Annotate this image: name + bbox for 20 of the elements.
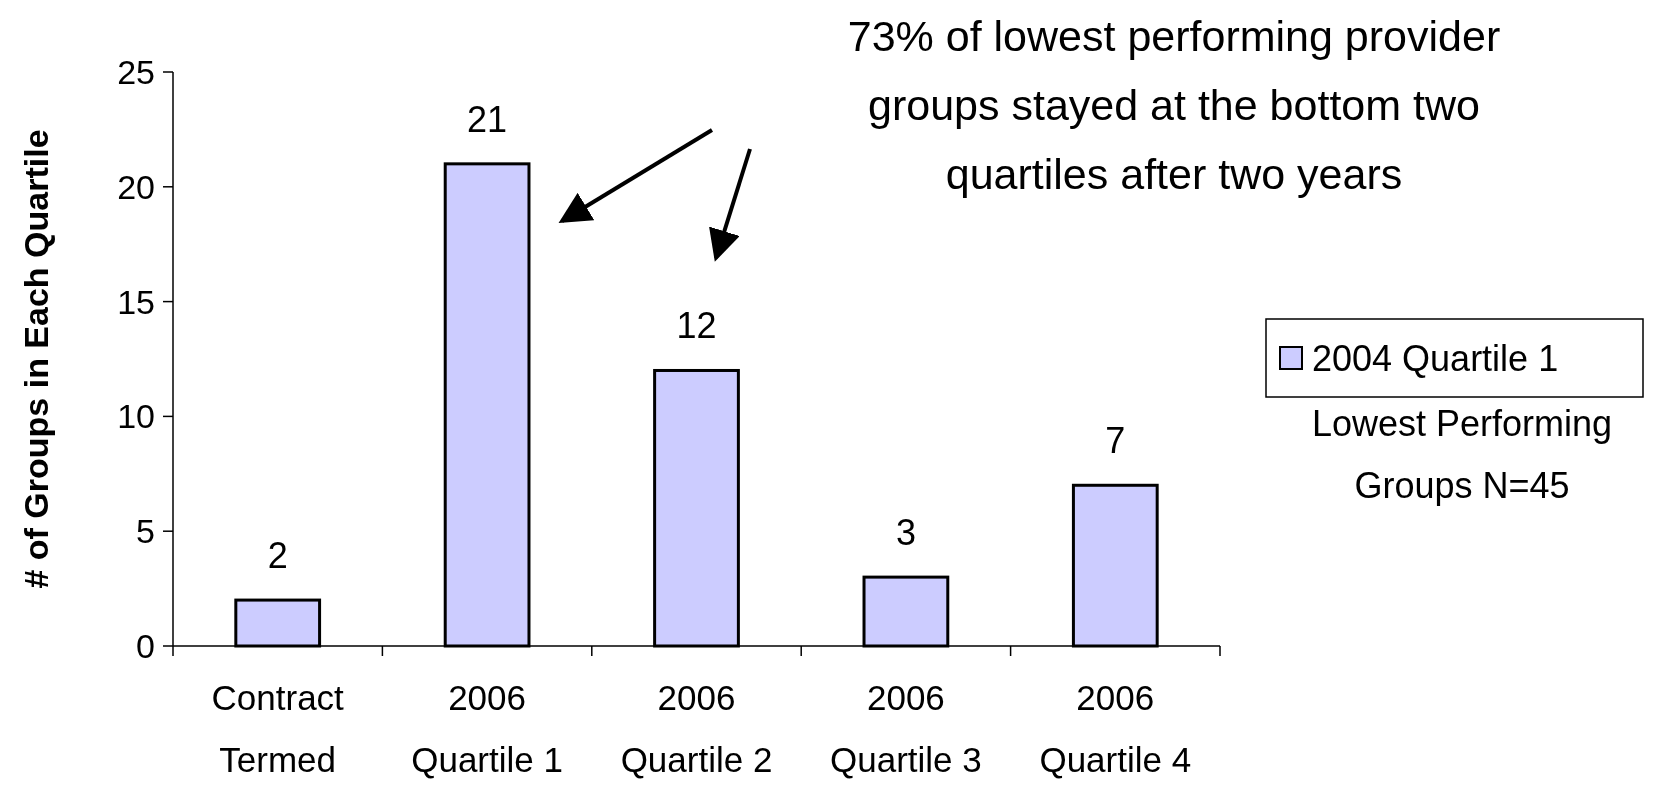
annotation: 73% of lowest performing provider groups stayed at the bottom two quartiles after two years <box>847 12 1501 198</box>
y-axis-title: # of Groups in Each Quartile <box>17 129 55 589</box>
data-label: 2 <box>267 535 288 577</box>
y-tick-label: 5 <box>136 512 155 551</box>
x-tick-label: 2006 Quartile 4 <box>1039 678 1192 779</box>
data-label: 7 <box>1105 420 1126 462</box>
y-tick-label: 0 <box>136 626 155 665</box>
x-tick-label: Contract Termed <box>211 678 345 779</box>
y-tick-label: 25 <box>117 52 155 91</box>
legend-label: 2004 Quartile 1 <box>1312 337 1559 379</box>
x-tick-label: 2006 Quartile 3 <box>830 678 982 779</box>
y-tick-label: 20 <box>117 167 155 206</box>
data-label: 12 <box>676 305 717 347</box>
data-label: 3 <box>895 512 916 554</box>
x-tick-label: 2006 Quartile 2 <box>620 678 773 779</box>
data-label: 21 <box>467 98 508 140</box>
y-tick-label: 15 <box>117 282 155 321</box>
y-tick-label: 10 <box>117 397 155 436</box>
text: Lowest Performing Groups N=45 <box>1311 403 1613 506</box>
x-tick-label: 2006 Quartile 1 <box>411 678 563 779</box>
